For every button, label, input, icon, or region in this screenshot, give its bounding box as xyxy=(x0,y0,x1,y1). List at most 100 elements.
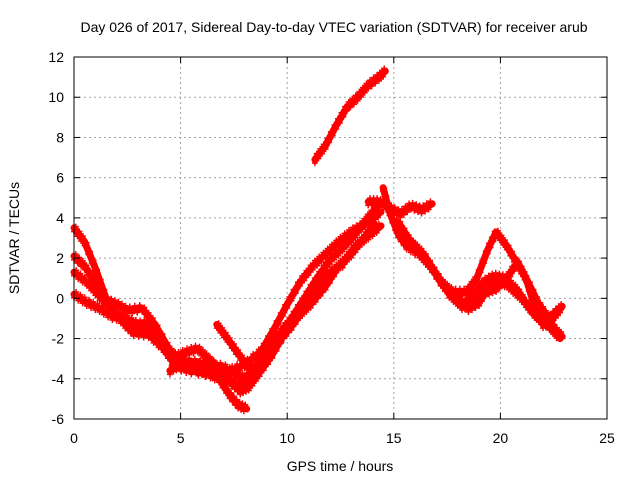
data-point-marker xyxy=(213,325,220,332)
data-point-marker xyxy=(505,268,512,275)
series-band xyxy=(213,321,266,375)
data-point-marker xyxy=(333,125,340,132)
data-point-marker xyxy=(217,374,224,381)
data-point-marker xyxy=(532,302,539,309)
data-point-marker xyxy=(213,371,220,378)
data-point-marker xyxy=(275,336,282,343)
data-point-marker xyxy=(328,269,335,276)
series-band xyxy=(364,198,436,218)
data-point-marker xyxy=(154,336,161,343)
data-point-marker xyxy=(358,234,365,241)
data-point-marker xyxy=(341,253,348,260)
data-point-marker xyxy=(381,65,388,72)
x-tick-label: 5 xyxy=(177,430,185,446)
data-point-marker xyxy=(312,298,319,305)
data-point-marker xyxy=(493,232,500,239)
data-point-marker xyxy=(212,365,219,372)
data-point-marker xyxy=(249,362,256,369)
data-point-marker xyxy=(194,370,201,377)
data-point-marker xyxy=(401,225,408,232)
data-point-marker xyxy=(265,332,272,339)
data-point-marker xyxy=(301,277,308,284)
data-point-marker xyxy=(269,355,276,362)
y-tick-label: 0 xyxy=(56,290,64,306)
chart-title: Day 026 of 2017, Sidereal Day-to-day VTE… xyxy=(80,19,587,35)
data-point-marker xyxy=(294,317,301,324)
data-point-marker xyxy=(328,251,335,258)
data-point-marker xyxy=(90,298,97,305)
data-point-marker xyxy=(549,326,556,333)
data-point-marker xyxy=(326,260,333,267)
data-point-marker xyxy=(405,241,412,248)
data-point-marker xyxy=(540,303,547,310)
data-point-marker xyxy=(339,248,346,255)
data-point-marker xyxy=(215,379,222,386)
data-point-marker xyxy=(333,247,340,254)
data-point-marker xyxy=(269,336,276,343)
data-point-marker xyxy=(301,303,308,310)
data-point-marker xyxy=(320,141,327,148)
data-point-marker xyxy=(230,340,237,347)
data-point-marker xyxy=(320,282,327,289)
data-point-marker xyxy=(294,279,301,286)
data-point-marker xyxy=(448,284,455,291)
data-point-marker xyxy=(209,369,216,376)
data-point-marker xyxy=(214,360,221,367)
data-point-marker xyxy=(470,283,477,290)
data-point-marker xyxy=(351,101,358,108)
data-point-marker xyxy=(346,227,353,234)
data-point-marker xyxy=(352,234,359,241)
data-point-marker xyxy=(76,254,83,261)
data-point-marker xyxy=(86,267,93,274)
data-point-marker xyxy=(92,292,99,299)
data-point-marker xyxy=(490,238,497,245)
data-point-marker xyxy=(518,296,525,303)
data-point-marker xyxy=(284,304,291,311)
data-point-marker xyxy=(404,209,411,216)
data-point-marker xyxy=(235,347,242,354)
data-point-marker xyxy=(331,122,338,129)
data-point-marker xyxy=(424,262,431,269)
data-point-marker xyxy=(319,150,326,157)
data-point-marker xyxy=(269,325,276,332)
data-point-marker xyxy=(354,239,361,246)
data-point-marker xyxy=(168,362,175,369)
series-track-l xyxy=(450,258,564,332)
data-point-marker xyxy=(327,128,334,135)
data-point-marker xyxy=(174,365,181,372)
data-point-marker xyxy=(228,389,235,396)
axis-ticks: 0 5 10 15 20 25 -6 -4 -2 0 2 4 6 8 10 12 xyxy=(48,49,615,446)
y-tick-label: -6 xyxy=(52,411,65,427)
data-point-marker xyxy=(247,377,254,384)
data-point-marker xyxy=(498,232,505,239)
y-axis-label: SDTVAR / TECUs xyxy=(6,182,22,294)
data-point-marker xyxy=(335,252,342,259)
data-point-marker xyxy=(222,369,229,376)
data-point-marker xyxy=(218,364,225,371)
data-point-marker xyxy=(346,234,353,241)
data-point-marker xyxy=(90,272,97,279)
data-point-marker xyxy=(279,329,286,336)
data-point-marker xyxy=(81,294,88,301)
data-point-marker xyxy=(368,229,375,236)
data-point-marker xyxy=(199,347,206,354)
data-point-marker xyxy=(455,293,462,300)
x-tick-label: 20 xyxy=(493,430,509,446)
data-point-marker xyxy=(524,276,531,283)
data-point-marker xyxy=(83,239,90,246)
data-point-marker xyxy=(221,380,228,387)
data-point-marker xyxy=(316,253,323,260)
data-point-marker xyxy=(260,340,267,347)
data-point-marker xyxy=(515,258,522,265)
data-point-marker xyxy=(437,282,444,289)
data-point-marker xyxy=(375,214,382,221)
data-point-marker xyxy=(188,344,195,351)
data-point-marker xyxy=(194,349,201,356)
data-point-marker xyxy=(507,252,514,259)
data-point-marker xyxy=(384,204,391,211)
data-point-marker xyxy=(477,269,484,276)
data-point-marker xyxy=(366,224,373,231)
data-point-marker xyxy=(86,248,93,255)
data-point-marker xyxy=(219,324,226,331)
data-point-marker xyxy=(444,280,451,287)
